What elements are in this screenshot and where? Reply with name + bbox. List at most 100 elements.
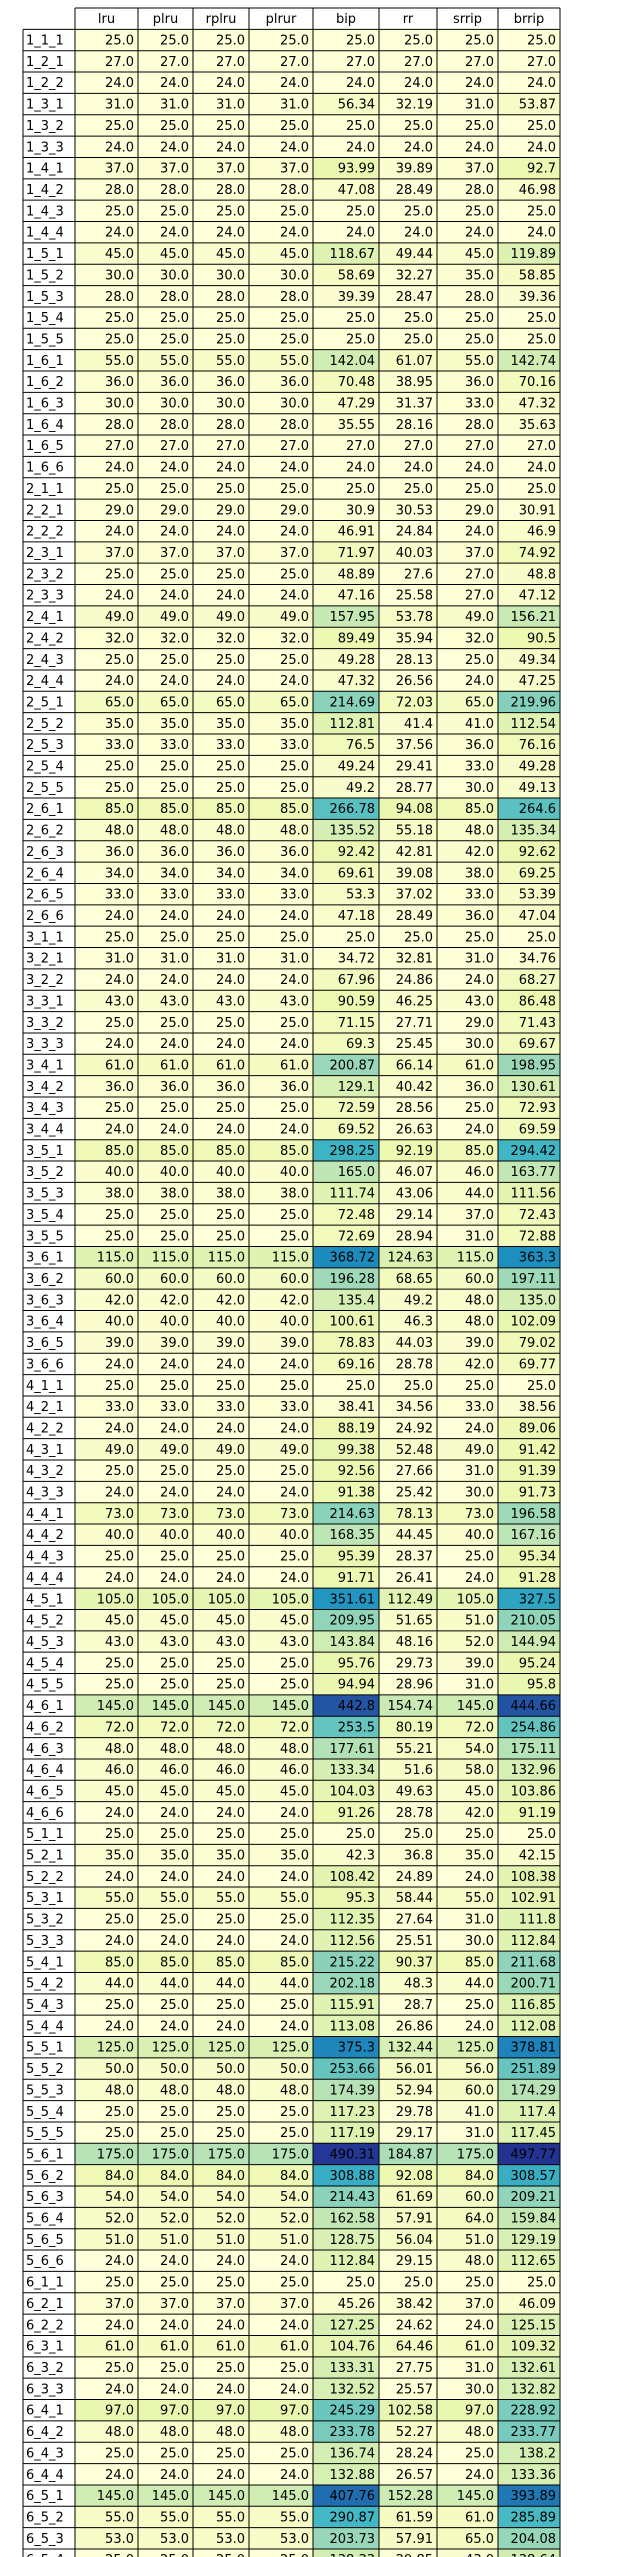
- cell-1_5_3-plrur: [249, 285, 313, 307]
- cell-2_6_6-srrip: [437, 904, 498, 927]
- cell-2_4_4-rr: [379, 669, 437, 692]
- cell-4_2_2-bip: [313, 1417, 379, 1439]
- cell-1_5_3-brrip: [498, 285, 560, 307]
- cell-3_6_2-plrur: [249, 1267, 313, 1290]
- cell-value-3_2_2-bip: 67.96: [338, 973, 375, 988]
- cell-3_3_2-brrip: [498, 1011, 560, 1033]
- cell-2_4_1-brrip: [498, 605, 560, 628]
- cell-2_2_2-lru: [75, 520, 138, 542]
- cell-5_3_1-brrip: [498, 1887, 560, 1909]
- cell-4_3_3-rr: [379, 1481, 437, 1503]
- cell-value-4_3_1-rr: 52.48: [396, 1443, 433, 1458]
- cell-value-1_5_1-plrur: 45.0: [280, 247, 309, 262]
- cell-value-5_2_1-plrur: 35.0: [280, 1849, 309, 1864]
- cell-4_6_6-plrur: [249, 1801, 313, 1823]
- cell-value-2_6_4-rplru: 34.0: [216, 866, 245, 881]
- cell-3_3_1-rplru: [193, 990, 249, 1012]
- cell-value-4_4_4-brrip: 91.28: [519, 1571, 556, 1586]
- cell-5_6_6-rr: [379, 2250, 437, 2272]
- cell-2_5_1-rplru: [193, 691, 249, 713]
- cell-value-6_5_2-rplru: 55.0: [216, 2510, 245, 2525]
- cell-6_4_3-plrur: [249, 2442, 313, 2464]
- cell-value-1_5_3-lru: 28.0: [105, 290, 134, 305]
- cell-4_3_1-rplru: [193, 1438, 249, 1460]
- cell-value-4_3_1-rplru: 49.0: [216, 1443, 245, 1458]
- cell-value-6_5_3-plru: 53.0: [160, 2532, 189, 2547]
- cell-value-1_6_6-bip: 24.0: [346, 461, 375, 476]
- cell-5_1_1-rr: [379, 1823, 437, 1845]
- cell-6_3_2-rplru: [193, 2356, 249, 2379]
- cell-value-2_6_5-plrur: 33.0: [280, 888, 309, 903]
- cell-value-3_5_2-lru: 40.0: [105, 1165, 134, 1180]
- cell-value-4_6_4-bip: 133.34: [330, 1763, 376, 1778]
- cell-3_6_4-lru: [75, 1310, 138, 1332]
- cell-6_5_2-plrur: [249, 2506, 313, 2528]
- cell-value-3_4_1-brrip: 198.95: [511, 1058, 557, 1073]
- cell-value-2_4_2-lru: 32.0: [105, 631, 134, 646]
- cell-value-4_4_2-rplru: 40.0: [216, 1528, 245, 1543]
- cell-6_1_1-plru: [138, 2271, 193, 2293]
- cell-3_5_1-srrip: [437, 1139, 498, 1162]
- cell-2_3_1-srrip: [437, 541, 498, 564]
- cell-5_5_3-plrur: [249, 2079, 313, 2101]
- cell-5_3_2-plru: [138, 1908, 193, 1930]
- cell-value-5_5_4-lru: 25.0: [105, 2105, 134, 2120]
- cell-6_5_1-plrur: [249, 2484, 313, 2507]
- cell-6_4_3-brrip: [498, 2442, 560, 2464]
- cell-4_5_1-rr: [379, 1588, 437, 1610]
- cell-value-1_6_6-srrip: 24.0: [465, 461, 494, 476]
- cell-value-5_4_4-srrip: 24.0: [465, 2019, 494, 2034]
- cell-value-5_3_1-rr: 58.44: [396, 1891, 433, 1906]
- cell-4_5_3-srrip: [437, 1630, 498, 1653]
- cell-value-6_2_1-brrip: 46.09: [519, 2297, 556, 2312]
- cell-value-5_5_2-lru: 50.0: [105, 2062, 134, 2077]
- row-label-5_4_2: 5_4_2: [26, 1977, 64, 1992]
- cell-value-6_5_2-brrip: 285.89: [511, 2510, 557, 2525]
- cell-value-1_3_3-lru: 24.0: [105, 140, 134, 155]
- cell-value-3_5_3-rplru: 38.0: [216, 1187, 245, 1202]
- cell-6_5_1-brrip: [498, 2484, 560, 2507]
- cell-value-3_5_2-brrip: 163.77: [511, 1165, 557, 1180]
- cell-2_5_1-brrip: [498, 691, 560, 713]
- cell-4_6_1-plrur: [249, 1694, 313, 1717]
- cell-6_4_4-rr: [379, 2463, 437, 2485]
- cell-value-5_6_2-rplru: 84.0: [216, 2169, 245, 2184]
- cell-5_5_4-plru: [138, 2100, 193, 2122]
- cell-3_3_3-lru: [75, 1032, 138, 1055]
- cell-value-3_5_2-bip: 165.0: [338, 1165, 375, 1180]
- cell-value-2_4_1-lru: 49.0: [105, 610, 134, 625]
- cell-value-3_2_1-bip: 34.72: [338, 952, 375, 967]
- cell-3_6_2-rr: [379, 1267, 437, 1290]
- cell-1_5_2-rr: [379, 264, 437, 286]
- cell-value-6_3_1-plrur: 61.0: [280, 2340, 309, 2355]
- cell-3_6_5-plrur: [249, 1331, 313, 1354]
- row-label-2_5_4: 2_5_4: [26, 760, 64, 775]
- cell-4_6_4-bip: [313, 1758, 379, 1781]
- cell-1_2_2-bip: [313, 72, 379, 94]
- cell-value-2_6_4-rr: 39.08: [396, 866, 433, 881]
- cell-1_3_3-srrip: [437, 136, 498, 158]
- cell-value-2_5_1-lru: 65.0: [105, 695, 134, 710]
- cell-2_4_3-plrur: [249, 648, 313, 670]
- row-label-4_5_4: 4_5_4: [26, 1656, 64, 1671]
- cell-1_6_6-rplru: [193, 456, 249, 478]
- cell-2_5_5-srrip: [437, 776, 498, 799]
- cell-2_6_4-rr: [379, 862, 437, 884]
- cell-value-6_2_2-lru: 24.0: [105, 2318, 134, 2333]
- cell-3_3_3-srrip: [437, 1032, 498, 1055]
- cell-6_4_3-bip: [313, 2442, 379, 2464]
- cell-6_4_4-brrip: [498, 2463, 560, 2485]
- cell-value-1_6_6-plrur: 24.0: [280, 461, 309, 476]
- cell-5_4_2-plrur: [249, 1972, 313, 1994]
- cell-value-3_6_2-plru: 60.0: [160, 1272, 189, 1287]
- cell-3_5_5-bip: [313, 1225, 379, 1247]
- cell-value-3_5_5-plrur: 25.0: [280, 1229, 309, 1244]
- cell-3_6_5-bip: [313, 1331, 379, 1354]
- cell-2_6_3-lru: [75, 840, 138, 863]
- cell-3_6_4-rr: [379, 1310, 437, 1332]
- cell-value-4_5_1-plrur: 105.0: [272, 1592, 309, 1607]
- row-label-2_5_2: 2_5_2: [26, 717, 64, 732]
- cell-3_6_4-srrip: [437, 1310, 498, 1332]
- cell-value-6_4_3-brrip: 138.2: [519, 2446, 556, 2461]
- cell-value-4_2_1-plrur: 33.0: [280, 1400, 309, 1415]
